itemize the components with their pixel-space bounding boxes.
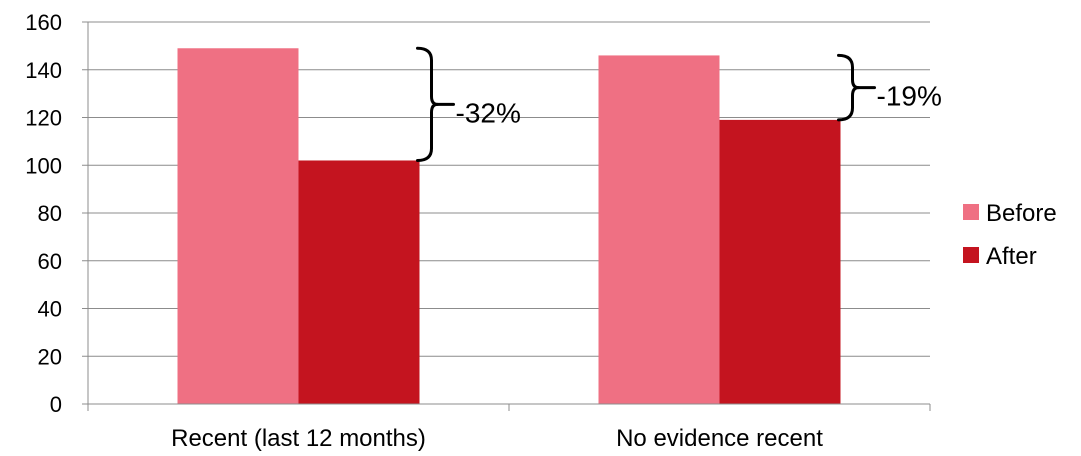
- y-axis-ticks: 0 20 40 60 80 100 120 140 160: [25, 10, 88, 417]
- legend-swatch-after: [963, 247, 979, 263]
- y-tick-label: 160: [25, 10, 62, 35]
- y-tick-label: 40: [38, 297, 62, 322]
- y-tick-label: 0: [50, 392, 62, 417]
- x-category-label: No evidence recent: [616, 425, 823, 452]
- legend-label-after: After: [986, 243, 1037, 270]
- y-tick-label: 60: [38, 249, 62, 274]
- bar-after-1: [719, 119, 841, 404]
- bar-before-0: [177, 48, 299, 404]
- legend-swatch-before: [963, 204, 979, 220]
- legend-label-before: Before: [986, 200, 1057, 227]
- y-tick-label: 80: [38, 201, 62, 226]
- bars: [177, 48, 841, 405]
- difference-label: -19%: [877, 81, 942, 112]
- bar-after-0: [298, 160, 420, 404]
- x-category-label: Recent (last 12 months): [171, 425, 426, 452]
- y-tick-label: 20: [38, 344, 62, 369]
- y-tick-label: 100: [25, 153, 62, 178]
- bar-before-1: [598, 55, 720, 405]
- legend: Before After: [963, 200, 1057, 270]
- y-tick-label: 120: [25, 106, 62, 131]
- difference-bracket: [416, 46, 439, 162]
- annotations: -32% -19%: [416, 46, 942, 162]
- axes: [87, 22, 931, 411]
- difference-bracket: [837, 53, 860, 122]
- difference-label: -32%: [456, 97, 521, 128]
- x-axis-labels: Recent (last 12 months) No evidence recen…: [171, 425, 823, 452]
- y-tick-label: 140: [25, 58, 62, 83]
